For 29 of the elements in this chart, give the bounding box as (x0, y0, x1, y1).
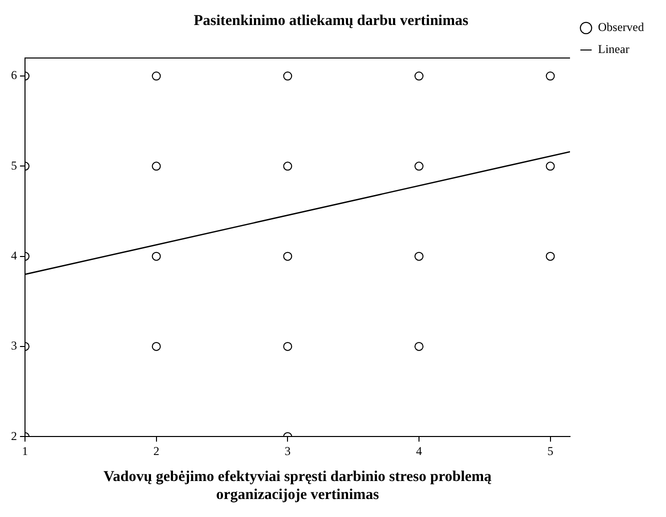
point (414, 342, 424, 351)
point (283, 252, 292, 261)
y-tick-label: 6 (11, 68, 17, 82)
point (152, 342, 161, 351)
x-tick-label: 1 (22, 444, 28, 458)
y-tick-label: 5 (11, 158, 17, 172)
point (414, 252, 424, 261)
point (152, 162, 161, 171)
legend-label: Linear (598, 42, 630, 56)
point (283, 342, 292, 351)
point (414, 72, 424, 81)
x-tick-label: 2 (153, 444, 160, 458)
point (152, 72, 161, 81)
point (283, 162, 292, 171)
point (283, 72, 292, 81)
point (546, 162, 555, 171)
y-tick-label: 3 (11, 338, 17, 353)
y-tick-label: 2 (11, 428, 17, 443)
point (546, 252, 555, 261)
y-tick-label: 4 (11, 248, 17, 262)
point (546, 72, 555, 81)
legend-label: Observed (598, 20, 644, 34)
point (414, 162, 424, 171)
x-tick-label: 4 (416, 444, 422, 458)
x-tick-label: 5 (547, 444, 554, 458)
point (152, 252, 161, 261)
x-axis-title: Vadovų gebėjimo efektyviai spręsti darbinio streso problemą organizacijoje vertinimas (103, 468, 492, 503)
x-tick-label: 3 (284, 444, 291, 458)
chart-title: Pasitenkinimo atliekamų darbu vertinimas (194, 12, 468, 29)
